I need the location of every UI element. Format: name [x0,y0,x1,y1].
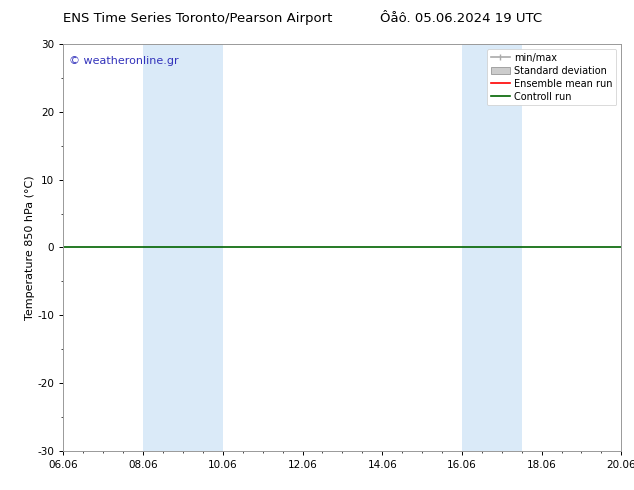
Bar [143,44,223,451]
Text: © weatheronline.gr: © weatheronline.gr [69,56,179,66]
Text: Ôåô. 05.06.2024 19 UTC: Ôåô. 05.06.2024 19 UTC [380,12,543,25]
Text: ENS Time Series Toronto/Pearson Airport: ENS Time Series Toronto/Pearson Airport [63,12,333,25]
Bar [462,44,522,451]
Y-axis label: Temperature 850 hPa (°C): Temperature 850 hPa (°C) [25,175,35,320]
Legend: min/max, Standard deviation, Ensemble mean run, Controll run: min/max, Standard deviation, Ensemble me… [487,49,616,105]
